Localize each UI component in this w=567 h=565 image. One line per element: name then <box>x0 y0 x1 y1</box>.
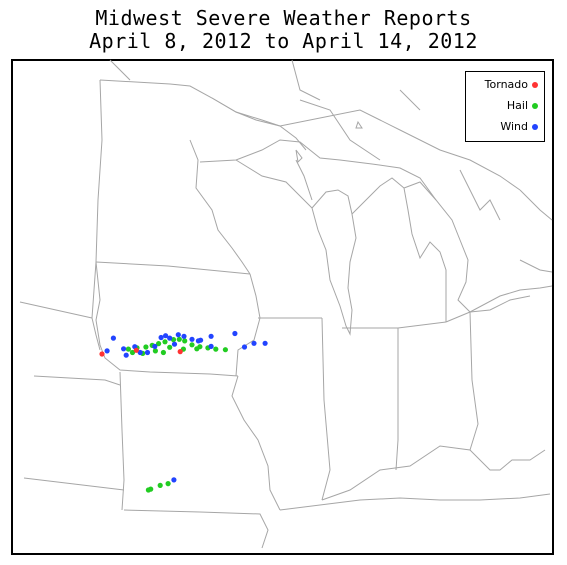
hail-report-point <box>189 342 195 348</box>
state-boundary <box>199 139 437 201</box>
state-boundary <box>395 328 399 471</box>
state-boundary <box>291 59 321 101</box>
legend-item-wind: Wind <box>500 120 538 134</box>
map-frame <box>11 59 554 555</box>
green-bay-shore <box>295 159 313 201</box>
lake-superior-shore <box>211 97 307 151</box>
hail-report-point <box>167 344 173 350</box>
tornado-report-point <box>99 351 105 357</box>
state-boundary <box>109 59 131 81</box>
wind-report-point <box>110 335 116 341</box>
hail-report-point <box>129 349 136 356</box>
hail-report-point <box>160 349 166 356</box>
state-boundary <box>342 321 447 329</box>
wind-report-point <box>241 344 248 350</box>
wind-report-point <box>175 332 181 338</box>
hail-report-point <box>213 346 219 352</box>
wind-report-point <box>121 346 127 352</box>
wind-report-point <box>232 330 238 337</box>
wind-report-point <box>189 336 195 342</box>
wind-report-point <box>251 340 257 346</box>
state-boundary <box>459 169 501 221</box>
legend-label: Tornado <box>484 78 528 91</box>
hail-report-point <box>176 336 182 342</box>
legend-item-hail: Hail <box>507 99 538 113</box>
state-boundary <box>19 301 93 319</box>
state-boundary <box>95 261 251 275</box>
wind-report-point <box>158 334 164 341</box>
state-boundary <box>235 273 261 377</box>
legend-swatch <box>532 103 538 109</box>
state-boundary <box>235 159 313 209</box>
legend-label: Hail <box>506 99 528 112</box>
wind-report-point <box>208 333 214 339</box>
tornado-report-point <box>133 347 139 353</box>
hail-report-point <box>222 347 228 353</box>
wind-report-point <box>181 333 187 339</box>
legend-swatch <box>532 124 538 130</box>
wind-report-point <box>104 348 110 354</box>
wind-report-point <box>123 352 129 358</box>
hail-report-point <box>182 338 188 344</box>
hail-report-point <box>165 481 171 487</box>
wind-report-point <box>262 340 268 346</box>
wind-report-point <box>195 338 201 344</box>
state-boundary <box>95 79 103 263</box>
state-boundary <box>519 259 553 273</box>
state-boundary <box>119 371 125 511</box>
lake-shorelines <box>211 97 553 336</box>
lake-huron-shore <box>403 181 471 313</box>
wind-report-point <box>171 341 178 347</box>
michigan-shore <box>351 177 447 322</box>
wind-report-point <box>163 333 169 339</box>
island <box>295 149 303 164</box>
hail-report-point <box>157 482 163 488</box>
state-boundary <box>321 317 331 501</box>
state-boundary <box>399 89 421 111</box>
lake-michigan-shore <box>311 189 357 336</box>
state-boundary <box>279 493 551 511</box>
hail-report-point <box>156 341 162 347</box>
hail-report-point <box>143 344 149 350</box>
legend-item-tornado: Tornado <box>485 78 538 92</box>
state-boundary <box>33 375 121 386</box>
state-boundary <box>91 261 101 351</box>
map-subtitle: April 8, 2012 to April 14, 2012 <box>89 29 478 53</box>
lake-erie-shore <box>445 285 553 323</box>
wind-report-point <box>167 335 173 341</box>
state-boundary <box>469 311 479 451</box>
state-boundary <box>299 99 381 161</box>
state-boundaries <box>19 59 553 549</box>
legend-swatch <box>532 82 538 88</box>
wind-report-point <box>144 349 151 356</box>
island <box>355 120 363 129</box>
state-boundary <box>519 189 553 221</box>
hail-report-point <box>125 346 131 352</box>
wind-report-point <box>208 343 214 349</box>
state-boundary <box>123 509 269 549</box>
lake-erie-shore <box>469 295 531 313</box>
state-boundary <box>321 445 546 501</box>
state-boundary <box>189 139 251 275</box>
wind-report-point <box>152 343 158 349</box>
legend: Tornado Hail Wind <box>465 71 545 142</box>
state-boundary <box>231 375 281 511</box>
hail-report-point <box>162 339 168 345</box>
wind-report-point <box>137 349 143 356</box>
hail-report-point <box>148 486 154 492</box>
map-title: Midwest Severe Weather Reports <box>95 6 472 30</box>
state-boundary <box>95 261 239 377</box>
hail-report-point <box>194 346 200 352</box>
report-points <box>99 330 268 493</box>
hail-report-point <box>152 348 158 354</box>
tornado-report-point <box>177 349 183 355</box>
state-boundary <box>23 477 125 491</box>
wind-report-point <box>171 477 177 483</box>
legend-label: Wind <box>500 120 528 133</box>
